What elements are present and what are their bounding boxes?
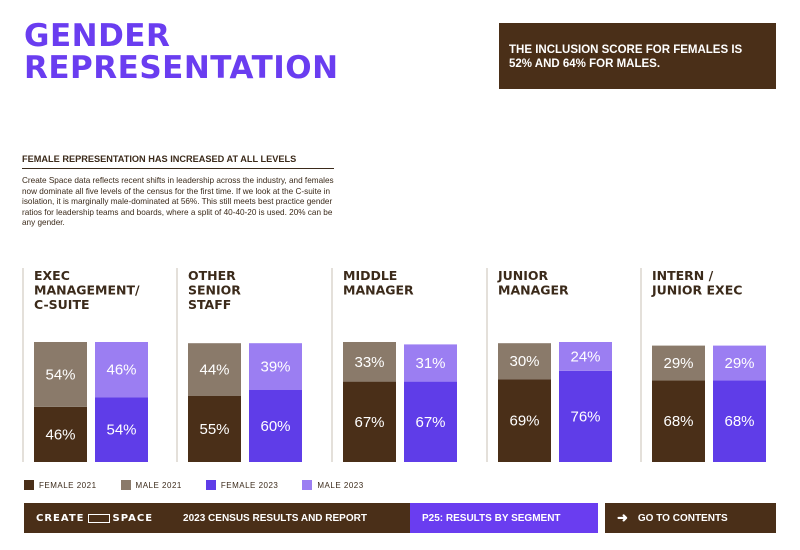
legend-item-female-2023: FEMALE 2023 [205, 480, 279, 490]
category-label-line: INTERN / [652, 268, 714, 283]
category-label-line: EXEC [34, 268, 70, 283]
category-label-line: C-SUITE [34, 297, 90, 312]
bar-female-2023 [95, 397, 148, 462]
bar-female-2021 [343, 381, 396, 462]
category-label-line: JUNIOR [497, 268, 549, 283]
category-label-line: MANAGER [343, 283, 414, 298]
data-label-male-2021: 29% [663, 355, 693, 372]
bar-male-2021 [498, 343, 551, 380]
category-label-line: MANAGER [498, 283, 569, 298]
legend-label-male-2023: MALE 2023 [317, 480, 364, 490]
data-label-male-2021: 54% [45, 366, 75, 383]
brand-mark-icon [87, 513, 110, 523]
data-label-male-2021: 33% [354, 354, 384, 371]
footer-bar: CREATE SPACE 2023 CENSUS RESULTS AND REP… [24, 503, 598, 533]
section-subheading: FEMALE REPRESENTATION HAS INCREASED AT A… [22, 154, 334, 169]
category-label: INTERN / JUNIOR EXEC [651, 268, 742, 298]
page-title: GENDER REPRESENTATION [24, 20, 339, 84]
category-label: OTHER SENIOR STAFF [188, 268, 241, 312]
bar-female-2023 [713, 380, 766, 462]
data-label-female-2023: 68% [724, 413, 754, 430]
category-label-line: OTHER [188, 268, 236, 283]
brand-logo-left: CREATE [36, 512, 85, 524]
bar-male-2023 [95, 342, 148, 398]
legend-label-female-2021: FEMALE 2021 [39, 480, 97, 490]
data-label-male-2023: 29% [724, 355, 754, 372]
bar-male-2023 [249, 343, 302, 390]
bar-female-2021 [34, 406, 87, 462]
brand-logo: CREATE SPACE [36, 513, 153, 524]
bar-male-2023 [404, 344, 457, 382]
data-label-male-2021: 30% [509, 353, 539, 370]
bar-female-2023 [559, 370, 612, 462]
legend-swatch-male-2021 [120, 480, 131, 490]
legend-label-male-2021: MALE 2021 [135, 480, 182, 490]
category-label: EXEC MANAGEMENT/C-SUITE [34, 268, 140, 312]
data-label-male-2023: 24% [570, 348, 600, 365]
census-report-title: 2023 CENSUS RESULTS AND REPORT [183, 512, 367, 524]
bar-male-2023 [559, 342, 612, 371]
data-label-female-2023: 67% [415, 414, 445, 431]
data-label-female-2023: 60% [260, 418, 290, 435]
category-label-line: SENIOR [188, 283, 241, 298]
inclusion-score-callout: THE INCLUSION SCORE FOR FEMALES IS 52% A… [499, 23, 776, 89]
category-label: MIDDLE MANAGER [343, 268, 414, 298]
bar-male-2021 [34, 342, 87, 407]
category-label-line: JUNIOR EXEC [651, 283, 742, 298]
bar-male-2021 [652, 345, 705, 381]
go-to-contents-label: GO TO CONTENTS [637, 512, 728, 524]
data-label-female-2023: 54% [106, 422, 136, 439]
data-label-female-2021: 55% [199, 421, 229, 438]
go-to-contents-button[interactable]: ➜ GO TO CONTENTS [605, 503, 776, 533]
data-label-female-2021: 46% [45, 426, 75, 443]
bar-female-2023 [249, 390, 302, 462]
title-line-2: REPRESENTATION [24, 50, 339, 86]
category-label: JUNIOR MANAGER [497, 268, 569, 298]
legend-label-female-2023: FEMALE 2023 [220, 480, 279, 490]
data-label-male-2021: 44% [199, 362, 229, 379]
bar-female-2021 [652, 380, 705, 462]
title-line-1: GENDER [24, 18, 171, 54]
legend-item-male-2021: MALE 2021 [120, 480, 182, 490]
bar-male-2023 [713, 345, 766, 381]
legend-swatch-female-2023 [205, 480, 216, 490]
data-label-female-2021: 69% [509, 413, 539, 430]
legend-item-male-2023: MALE 2023 [302, 480, 363, 490]
bar-male-2021 [188, 343, 241, 396]
category-label-line: STAFF [188, 297, 231, 312]
legend-swatch-female-2021 [24, 480, 34, 490]
chart-legend: FEMALE 2021 MALE 2021 FEMALE 2023 MALE 2… [24, 480, 388, 490]
category-label-line: MIDDLE [343, 268, 397, 283]
bar-female-2021 [498, 379, 551, 462]
legend-item-female-2021: FEMALE 2021 [24, 480, 97, 490]
data-label-male-2023: 39% [260, 359, 290, 376]
brand-logo-right: SPACE [112, 512, 154, 524]
data-label-female-2021: 68% [663, 413, 693, 430]
data-label-male-2023: 46% [106, 362, 136, 379]
arrow-right-icon: ➜ [617, 510, 628, 525]
legend-swatch-male-2023 [302, 480, 313, 490]
data-label-female-2023: 76% [570, 408, 600, 425]
data-label-female-2021: 67% [354, 414, 384, 431]
bar-female-2021 [188, 396, 241, 462]
page-section-tag: P25: RESULTS BY SEGMENT [410, 503, 598, 533]
category-label-line: MANAGEMENT/ [34, 283, 140, 298]
bar-male-2021 [343, 342, 396, 382]
bar-female-2023 [404, 381, 457, 462]
data-label-male-2023: 31% [415, 355, 445, 372]
body-paragraph: Create Space data reflects recent shifts… [22, 176, 334, 227]
